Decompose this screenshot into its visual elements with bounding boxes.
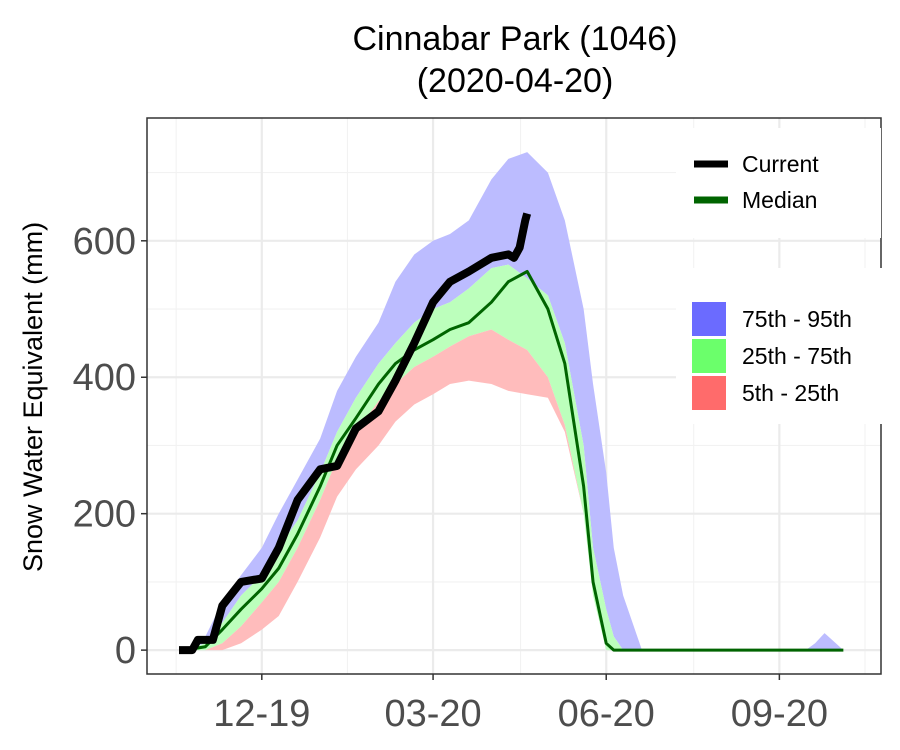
legend-band-label: 5th - 25th xyxy=(742,380,839,406)
y-axis: 0 200 400 600 xyxy=(73,221,147,672)
chart-subtitle: (2020-04-20) xyxy=(417,62,614,100)
band-25-75 xyxy=(184,264,844,651)
y-tick-label: 0 xyxy=(115,630,136,672)
legend-band-key xyxy=(692,376,726,410)
y-tick-label: 200 xyxy=(73,494,136,536)
legend-lines: Current Median xyxy=(676,128,881,238)
current-line xyxy=(178,212,532,655)
y-tick-label: 600 xyxy=(73,221,136,263)
x-tick-label: 12-19 xyxy=(213,693,310,735)
y-tick-label: 400 xyxy=(73,357,136,399)
x-tick-label: 06-20 xyxy=(558,693,655,735)
chart-title: Cinnabar Park (1046) xyxy=(352,20,677,58)
band-5-25 xyxy=(184,329,844,651)
x-tick-label: 09-20 xyxy=(731,693,828,735)
legend-line-label: Median xyxy=(742,187,817,213)
legend-band-key xyxy=(692,339,726,373)
legend-band-label: 25th - 75th xyxy=(742,343,852,369)
legend-lines-background xyxy=(676,128,881,238)
median-line xyxy=(184,269,844,652)
legend-line-label: Current xyxy=(742,151,819,177)
legend-band-key xyxy=(692,302,726,336)
legend-band-label: 75th - 95th xyxy=(742,306,852,332)
legend-bands: 75th - 95th 25th - 75th 5th - 25th xyxy=(676,268,900,424)
x-axis: 12-19 03-20 06-20 09-20 xyxy=(213,674,828,735)
y-axis-title: Snow Water Equivalent (mm) xyxy=(18,222,48,572)
x-tick-label: 03-20 xyxy=(384,693,481,735)
series-lines xyxy=(178,212,844,655)
